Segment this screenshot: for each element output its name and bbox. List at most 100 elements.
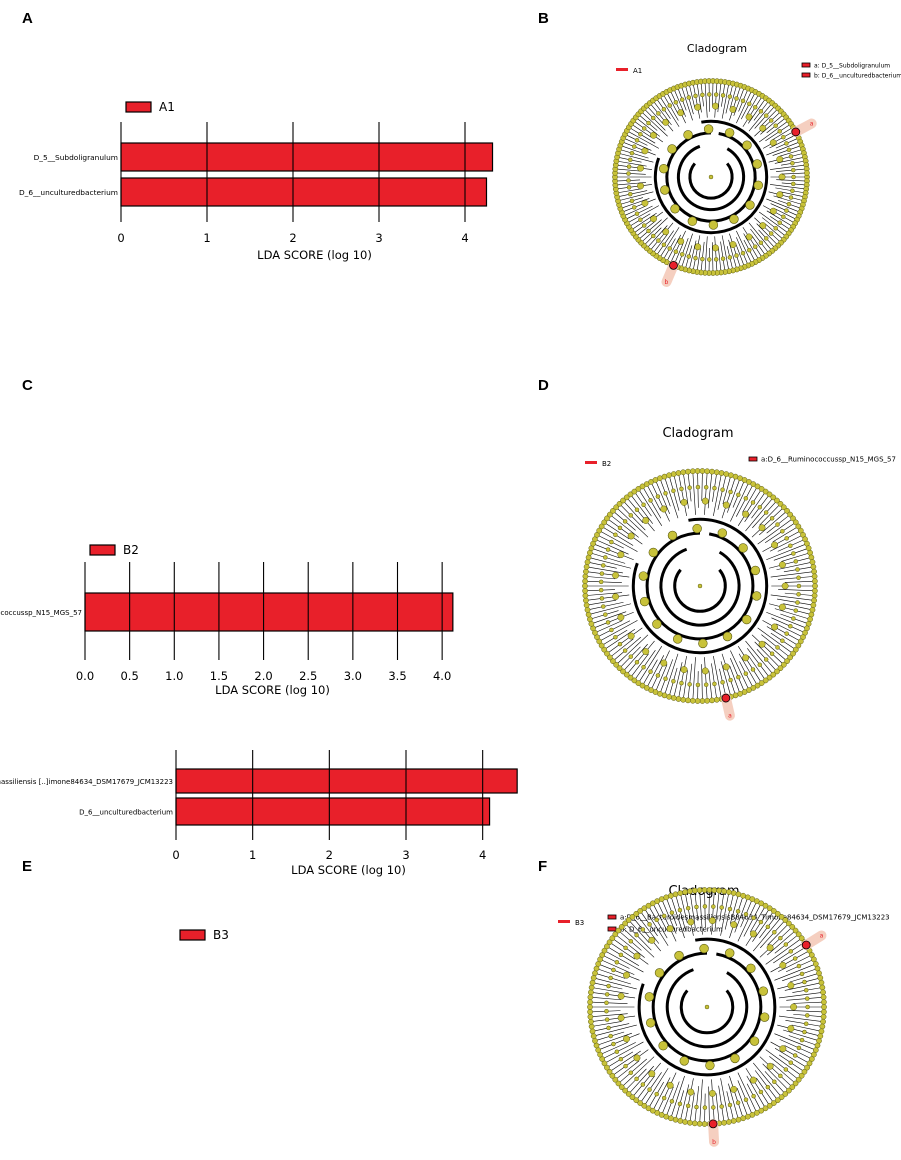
mid-node <box>735 1100 741 1105</box>
leaf-branch <box>585 594 630 601</box>
mid-node <box>768 231 774 236</box>
leaf-branch <box>624 923 652 951</box>
inner-node <box>687 1088 695 1096</box>
clade-node <box>674 950 684 961</box>
leaf-branch <box>630 212 657 231</box>
inner-node <box>680 666 688 674</box>
leaf-node <box>667 892 674 899</box>
clade-node <box>752 159 762 169</box>
clade-node <box>639 596 650 607</box>
x-tick-label: 1.5 <box>210 669 228 683</box>
leaf-node <box>713 469 720 476</box>
leaf-node <box>730 890 737 896</box>
leaf-node <box>633 1097 640 1104</box>
leaf-branch <box>621 141 656 156</box>
leaf-branch <box>687 663 693 701</box>
leaf-branch <box>720 892 730 936</box>
leaf-node <box>601 947 608 954</box>
leaf-branch <box>596 968 626 979</box>
mid-node <box>613 634 618 640</box>
mid-node <box>648 498 653 503</box>
leaf-branch <box>598 963 640 981</box>
leaf-node <box>811 573 818 580</box>
leaf-branch <box>599 1041 629 1055</box>
leaf-node <box>766 1102 773 1109</box>
mid-node <box>793 559 799 564</box>
inner-node <box>758 524 766 532</box>
leaf-node <box>590 975 597 981</box>
leaf-node <box>711 887 718 894</box>
leaf-branch <box>789 972 820 983</box>
leaf-branch <box>747 648 770 678</box>
leaf-branch <box>729 85 741 121</box>
leaf-branch <box>763 205 796 224</box>
leaf-branch <box>684 1078 694 1122</box>
mid-node <box>720 487 725 492</box>
leaf-node <box>635 486 642 492</box>
leaf-branch <box>594 538 629 555</box>
mid-node <box>707 257 712 262</box>
inner-node <box>712 102 719 110</box>
mid-node <box>773 226 778 231</box>
leaf-node <box>774 910 781 917</box>
leaf-branch <box>609 638 634 658</box>
leaf-node <box>821 1009 827 1015</box>
leaf-branch <box>609 942 636 960</box>
x-tick-label: 0 <box>117 231 124 245</box>
leaf-branch <box>630 494 653 524</box>
leaf-branch <box>735 483 754 517</box>
leaf-branch <box>711 1079 715 1124</box>
leaf-branch <box>666 234 682 263</box>
clade-arc <box>653 119 769 235</box>
leaf-branch <box>615 507 649 538</box>
category-label: D_6__Bacteroidesmassiliensis [..]imone84… <box>0 778 173 786</box>
leaf-node <box>613 504 620 511</box>
inner-node <box>759 222 767 230</box>
leaf-branch <box>635 220 656 237</box>
leaf-node <box>811 597 817 604</box>
leaf-node <box>818 979 825 986</box>
leaf-branch <box>652 100 672 126</box>
inner-node <box>712 244 719 252</box>
leaf-branch <box>688 83 696 108</box>
leaf-node <box>812 578 818 585</box>
leaf-branch <box>770 164 807 170</box>
leaf-branch <box>606 946 640 967</box>
leaf-branch <box>729 895 744 939</box>
mid-node <box>605 620 611 625</box>
leaf-node <box>774 497 780 504</box>
leaf-branch <box>764 522 796 543</box>
bar-chart-c: B2 0.0 0.5 1.0 1.5 2.0 2.5 3.0 3.5 4.0 D_6_Ruminoc… <box>0 543 454 697</box>
leaf-branch <box>644 1068 669 1106</box>
inner-node <box>778 173 786 181</box>
leaf-branch <box>599 530 638 552</box>
leaf-branch <box>640 111 668 137</box>
mid-node <box>803 1021 809 1027</box>
leaf-branch <box>766 198 801 213</box>
leaf-branch <box>733 86 745 116</box>
mid-node <box>661 106 667 112</box>
leaf-node <box>721 1119 727 1126</box>
mid-node <box>734 253 739 258</box>
mid-node <box>628 513 634 518</box>
clade-arc <box>673 568 727 613</box>
leaf-branch <box>773 942 805 964</box>
leaf-branch <box>726 478 741 513</box>
group-legend-swatch <box>558 920 570 923</box>
leaf-branch <box>745 497 774 532</box>
mid-node <box>634 932 639 938</box>
leaf-branch <box>721 653 736 696</box>
leaf-node <box>583 597 589 604</box>
mid-node <box>618 952 624 958</box>
mid-node <box>599 571 605 576</box>
leaf-branch <box>722 475 732 505</box>
leaf-branch <box>737 1080 753 1115</box>
mid-node <box>641 223 647 228</box>
leaf-node <box>792 519 799 526</box>
mid-node <box>604 1017 610 1022</box>
mid-node <box>702 904 708 909</box>
inner-node <box>708 1089 716 1097</box>
highlight-node <box>721 693 731 703</box>
inner-node <box>759 124 767 132</box>
